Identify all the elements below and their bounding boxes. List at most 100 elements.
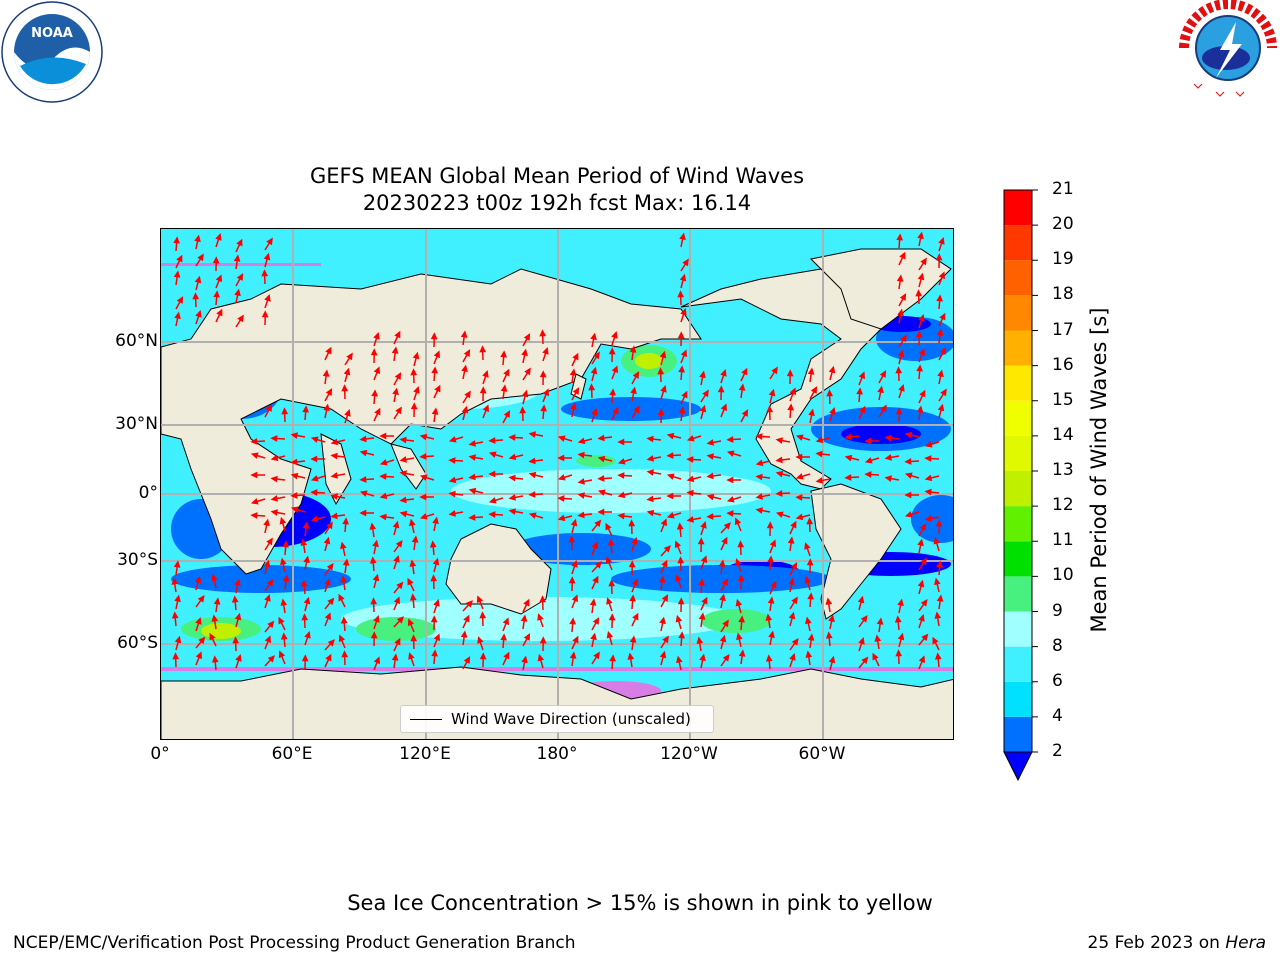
wave-direction-arrowhead	[755, 493, 763, 500]
wave-direction-arrowhead	[662, 635, 669, 644]
wave-direction-arrowhead	[373, 615, 380, 623]
wave-direction-arrowhead	[617, 512, 625, 520]
colorbar-tick-label: 14	[1052, 424, 1074, 445]
wave-direction-arrowhead	[884, 434, 892, 442]
wave-direction-arrowhead	[675, 574, 682, 582]
wave-direction-arrowhead	[895, 407, 903, 415]
wave-direction-arrowhead	[938, 271, 946, 280]
wave-direction-arrowhead	[569, 651, 577, 659]
wave-direction-arrowhead	[775, 470, 784, 478]
wave-direction-arrowhead	[468, 487, 477, 495]
wave-direction-arrowhead	[939, 347, 947, 355]
wave-direction-arrowhead	[646, 509, 655, 517]
wave-direction-arrowhead	[399, 456, 407, 463]
wave-direction-arrowhead	[940, 388, 947, 397]
wave-direction-arrowhead	[593, 351, 600, 360]
wave-direction-arrowhead	[884, 475, 892, 482]
wave-direction-arrowhead	[880, 404, 887, 413]
wave-direction-arrowhead	[577, 492, 585, 499]
wave-direction-arrowhead	[310, 455, 318, 463]
colorbar-extend-triangle	[1003, 751, 1033, 782]
wave-direction-arrowhead	[678, 406, 686, 414]
wave-direction-arrowhead	[706, 453, 714, 460]
wave-direction-arrowhead	[399, 470, 407, 477]
wave-direction-arrowhead	[330, 438, 339, 446]
wave-direction-arrowhead	[341, 384, 349, 392]
wave-direction-arrowhead	[508, 474, 516, 482]
wave-direction-arrowhead	[340, 616, 348, 624]
wave-direction-arrowhead	[646, 455, 654, 462]
wave-direction-arrowhead	[537, 653, 545, 662]
wave-direction-arrowhead	[409, 518, 416, 527]
wave-direction-arrowhead	[766, 521, 774, 529]
colorbar-segment	[1004, 506, 1032, 542]
wave-direction-arrowhead	[896, 233, 903, 241]
wave-direction-arrowhead	[342, 517, 349, 525]
wave-direction-arrowhead	[195, 651, 203, 660]
wave-direction-arrowhead	[343, 367, 351, 376]
wave-direction-arrowhead	[539, 370, 547, 378]
wave-direction-arrowhead	[659, 616, 666, 625]
wave-direction-arrowhead	[632, 371, 640, 379]
wave-direction-arrowhead	[591, 541, 599, 550]
wave-direction-arrowhead	[433, 350, 441, 359]
wave-direction-arrowhead	[330, 512, 338, 520]
wave-direction-arrowhead	[807, 592, 814, 600]
wave-direction-arrowhead	[686, 475, 695, 483]
wave-direction-arrowhead	[678, 365, 685, 373]
lon-tick-label: 180°	[536, 744, 578, 764]
wave-direction-arrowhead	[660, 518, 668, 527]
wave-direction-arrowhead	[290, 472, 299, 480]
wave-direction-arrowhead	[419, 474, 428, 481]
wave-direction-arrowhead	[897, 598, 904, 607]
wave-direction-arrowhead	[686, 456, 694, 463]
wave-direction-arrowhead	[461, 364, 468, 373]
wave-direction-arrowhead	[826, 389, 834, 397]
wave-direction-arrowhead	[519, 406, 527, 414]
wave-direction-arrowhead	[379, 473, 387, 480]
wave-direction-arrowhead	[577, 478, 585, 485]
colorbar-tick-label: 2	[1052, 741, 1063, 761]
wave-direction-arrowhead	[590, 332, 597, 341]
wave-direction-arrowhead	[700, 555, 708, 564]
wave-direction-arrowhead	[646, 469, 654, 476]
wave-direction-arrowhead	[476, 595, 484, 604]
wave-direction-arrowhead	[250, 438, 258, 445]
wave-direction-arrowhead	[379, 492, 388, 500]
wave-direction-arrowhead	[765, 654, 773, 662]
wave-direction-arrowhead	[815, 477, 823, 484]
wave-direction-arrowhead	[379, 432, 387, 440]
wave-direction-arrowhead	[330, 452, 338, 460]
wave-direction-arrowhead	[904, 511, 913, 518]
wave-direction-arrowhead	[477, 636, 484, 644]
wave-direction-arrowhead	[588, 383, 596, 391]
wave-direction-arrowhead	[325, 653, 332, 662]
wave-direction-arrowhead	[342, 558, 350, 566]
wave-direction-arrowhead	[396, 616, 404, 624]
wave-direction-arrowhead	[924, 515, 932, 522]
wave-direction-arrowhead	[524, 367, 531, 376]
wave-direction-arrowhead	[503, 651, 510, 660]
noaa-logo: NOAA	[1, 1, 103, 103]
wave-direction-arrowhead	[897, 349, 905, 358]
wave-direction-arrowhead	[592, 575, 599, 584]
wave-direction-arrowhead	[261, 310, 269, 318]
lon-tick-label: 60°E	[271, 744, 313, 764]
wave-direction-arrowhead	[325, 388, 333, 396]
wave-direction-arrowhead	[933, 536, 941, 545]
lat-tick-label: 30°N	[115, 414, 158, 434]
wave-direction-arrowhead	[373, 656, 381, 665]
wave-direction-arrowhead	[482, 370, 489, 378]
wave-direction-arrowhead	[433, 599, 440, 607]
wave-direction-arrowhead	[236, 238, 243, 247]
wave-direction-arrowhead	[810, 386, 818, 394]
wave-direction-arrowhead	[399, 510, 408, 518]
wave-direction-arrowhead	[934, 652, 942, 660]
wave-direction-arrowhead	[237, 314, 244, 323]
wave-direction-arrowhead	[706, 513, 714, 520]
wave-direction-arrowhead	[915, 330, 923, 338]
wave-direction-arrowhead	[646, 435, 654, 443]
wave-direction-arrowhead	[370, 348, 378, 356]
wave-direction-arrowhead	[917, 579, 925, 588]
wave-direction-arrowhead	[632, 612, 639, 621]
